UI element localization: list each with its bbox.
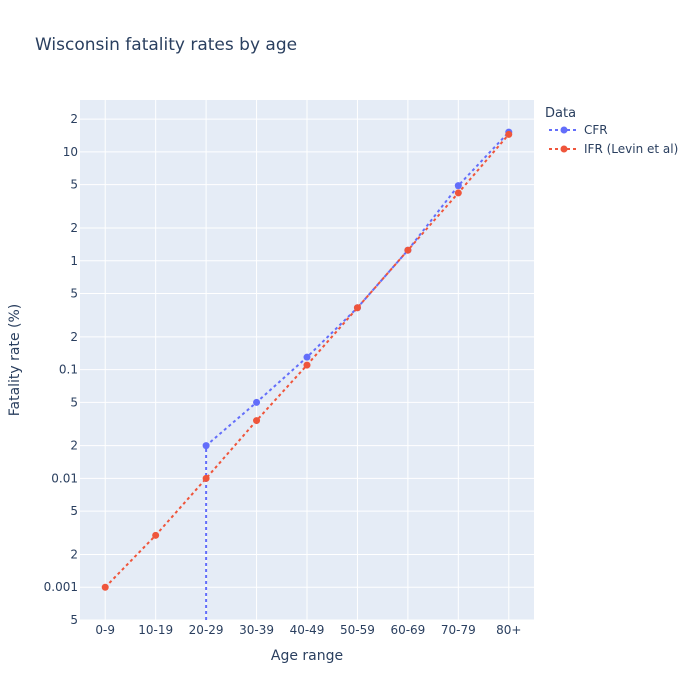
x-tick-label: 60-69	[390, 623, 425, 637]
y-tick-label: 10	[63, 145, 78, 159]
data-point	[303, 353, 311, 361]
data-point	[353, 304, 361, 312]
chart-title: Wisconsin fatality rates by age	[35, 35, 297, 55]
y-tick-label: 5	[70, 613, 78, 627]
legend-label: CFR	[584, 123, 608, 137]
y-tick-label: 5	[70, 287, 78, 301]
y-tick-label: 2	[70, 112, 78, 126]
y-tick-label: 5	[70, 178, 78, 192]
x-tick-label: 80+	[496, 623, 521, 637]
legend-title: Data	[545, 106, 576, 121]
data-point	[303, 361, 311, 369]
y-tick-label: 0.001	[44, 580, 78, 594]
legend[interactable]: Data CFR IFR (Levin et al)	[545, 106, 678, 156]
y-axis-title: Fatality rate (%)	[7, 304, 23, 417]
y-axis-ticks: 5 0.001 2 5 0.01 2 5 0.1 2 5 1 2 5 10 2	[44, 112, 78, 627]
series-layer	[101, 128, 513, 620]
data-point	[253, 398, 261, 406]
legend-label: IFR (Levin et al)	[584, 142, 678, 156]
x-axis-ticks: 0-9 10-19 20-29 30-39 40-49 50-59 60-69 70-79 80…	[95, 623, 521, 637]
data-point	[454, 189, 462, 197]
data-point	[253, 417, 261, 425]
y-tick-label: 2	[70, 547, 78, 561]
y-tick-label: 2	[70, 330, 78, 344]
x-tick-label: 0-9	[95, 623, 115, 637]
data-point	[101, 583, 109, 591]
data-point	[152, 531, 160, 539]
y-tick-label: 5	[70, 395, 78, 409]
data-point	[454, 182, 462, 190]
data-point	[202, 442, 210, 450]
x-tick-label: 50-59	[340, 623, 375, 637]
x-tick-label: 40-49	[290, 623, 325, 637]
legend-item[interactable]: CFR	[549, 123, 608, 137]
data-point	[404, 246, 412, 254]
legend-item[interactable]: IFR (Levin et al)	[549, 142, 678, 156]
y-tick-label: 0.01	[51, 471, 78, 485]
y-tick-label: 2	[70, 221, 78, 235]
x-tick-label: 70-79	[441, 623, 476, 637]
data-point	[505, 130, 513, 138]
y-tick-label: 1	[70, 254, 78, 268]
y-tick-label: 5	[70, 504, 78, 518]
series-line	[205, 131, 510, 620]
legend-swatch-marker	[560, 126, 568, 134]
series-2[interactable]	[101, 130, 513, 591]
x-tick-label: 20-29	[189, 623, 224, 637]
x-axis-title: Age range	[271, 648, 343, 664]
x-tick-label: 30-39	[239, 623, 274, 637]
y-tick-label: 2	[70, 439, 78, 453]
data-point	[202, 474, 210, 482]
y-tick-label: 0.1	[59, 363, 78, 377]
x-tick-label: 10-19	[138, 623, 173, 637]
legend-swatch-marker	[560, 145, 568, 153]
